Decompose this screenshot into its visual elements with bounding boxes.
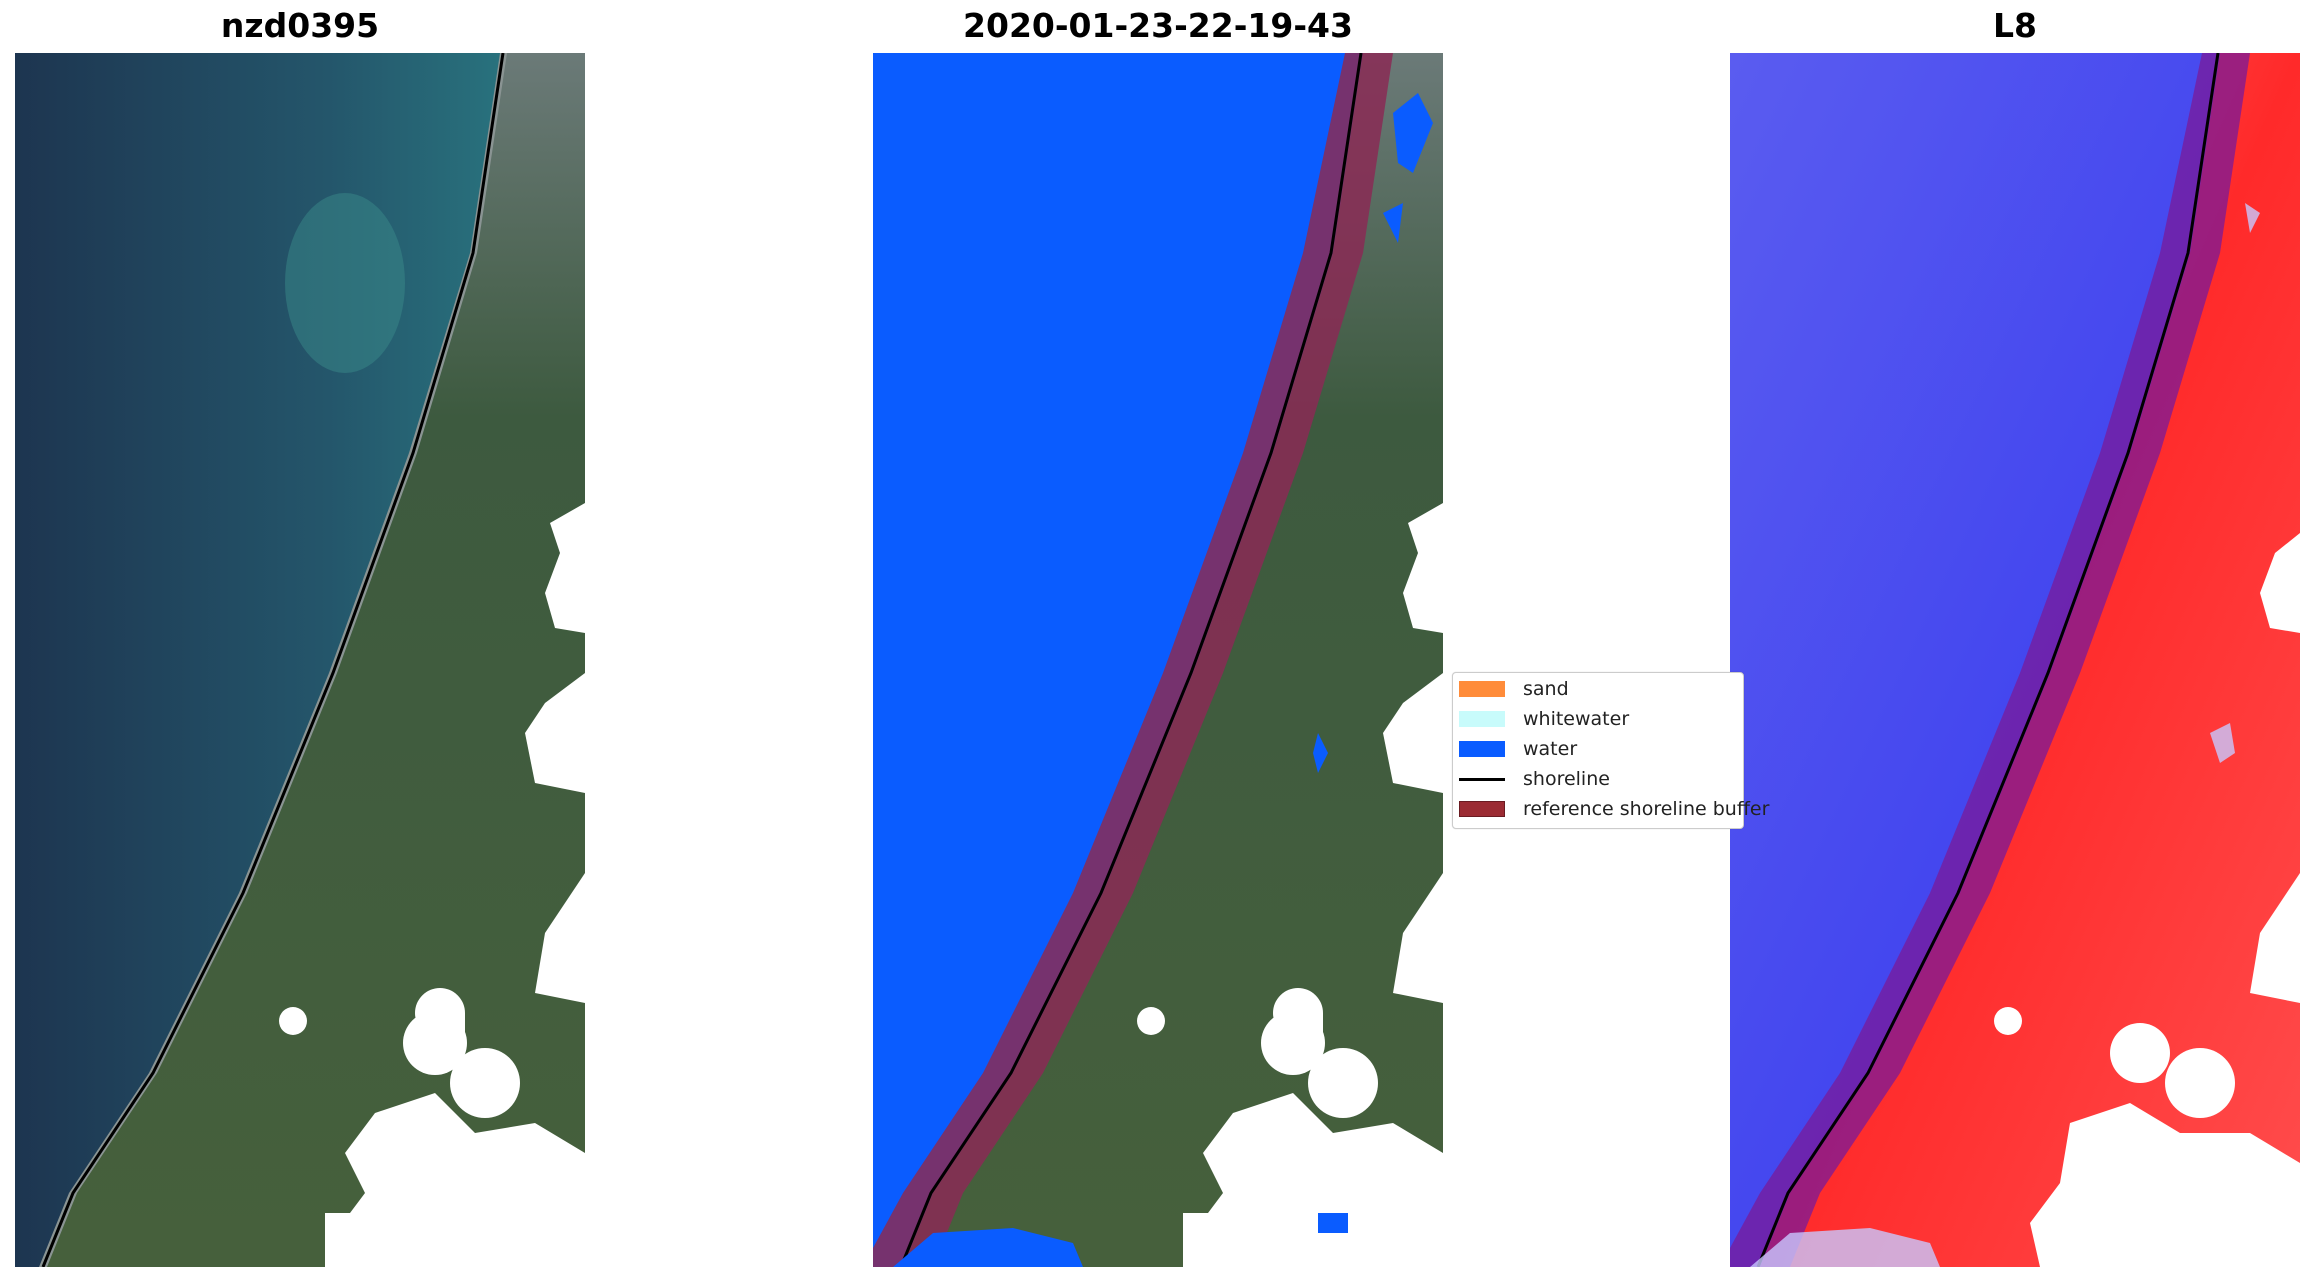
legend-label-water: water <box>1523 738 1578 760</box>
legend-item-reference-buffer: reference shoreline buffer <box>1453 795 1769 823</box>
panel-title-classified: 2020-01-23-22-19-43 <box>963 6 1353 45</box>
shoreline <box>1756 53 2220 1267</box>
legend-label-whitewater: whitewater <box>1523 708 1630 730</box>
panel-title-rgb: nzd0395 <box>220 6 380 45</box>
cloud-mask <box>1994 533 2300 1267</box>
reference-shoreline-buffer <box>873 53 1393 1267</box>
legend-item-shoreline: shoreline <box>1453 765 1743 793</box>
legend-label-sand: sand <box>1523 678 1569 700</box>
reference-shoreline-buffer <box>1730 53 2250 1267</box>
legend-item-water: water <box>1453 735 1743 763</box>
inland-bright-water <box>1750 203 2260 1267</box>
legend-label-reference-buffer: reference shoreline buffer <box>1523 798 1770 820</box>
sediment-plume <box>285 193 405 373</box>
legend-swatch-sand <box>1459 681 1505 697</box>
classified-image-panel <box>873 53 1443 1267</box>
legend-swatch-whitewater <box>1459 711 1505 727</box>
legend-item-sand: sand <box>1453 675 1743 703</box>
mndwi-image-panel <box>1730 53 2300 1267</box>
panel-title-mndwi: L8 <box>1993 6 2037 45</box>
inland-water <box>893 93 1433 1267</box>
legend-swatch-water <box>1459 741 1505 757</box>
legend-item-whitewater: whitewater <box>1453 705 1743 733</box>
cloud-mask <box>279 403 585 1267</box>
legend-swatch-shoreline <box>1459 778 1505 781</box>
legend: sand whitewater water shoreline referenc… <box>1452 672 1769 829</box>
shoreline <box>899 53 1363 1267</box>
shoreline <box>41 53 505 1267</box>
legend-swatch-reference-buffer <box>1459 801 1505 817</box>
cloud-mask <box>1137 403 1443 1267</box>
legend-label-shoreline: shoreline <box>1523 768 1610 790</box>
rgb-image-panel <box>15 53 585 1267</box>
